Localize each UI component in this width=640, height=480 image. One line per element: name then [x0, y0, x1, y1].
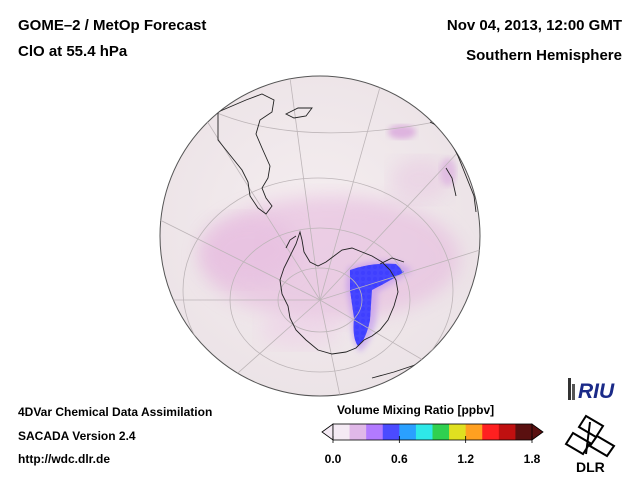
colorbar-tick-label: 1.2 — [457, 452, 474, 466]
colorbar-title: Volume Mixing Ratio [ppbv] — [337, 403, 495, 417]
colorbar-cell — [415, 424, 434, 440]
species-level: ClO at 55.4 hPa — [18, 43, 128, 60]
colorbar-tick-label: 0.0 — [324, 452, 342, 466]
colorbar-cell — [366, 424, 384, 440]
colorbar-cell — [333, 424, 351, 440]
hemisphere-label: Southern Hemisphere — [466, 47, 622, 64]
colorbar-tick-label: 0.6 — [390, 452, 408, 466]
dlr-logo-text: DLR — [576, 459, 605, 475]
method-label: 4DVar Chemical Data Assimilation — [18, 405, 213, 419]
colorbar — [321, 423, 544, 443]
website-link[interactable]: http://wdc.dlr.de — [18, 452, 110, 466]
svg-text:RIU: RIU — [578, 380, 615, 403]
clo-field — [200, 125, 460, 352]
graticule — [160, 77, 480, 396]
riu-logo: RIU — [568, 378, 615, 403]
colorbar-cell — [482, 424, 500, 440]
version-label: SACADA Version 2.4 — [18, 429, 136, 443]
colorbar-tick-label: 1.8 — [523, 452, 541, 466]
colorbar-cell — [498, 424, 517, 440]
product-title: GOME–2 / MetOp Forecast — [18, 17, 207, 34]
colorbar-cell — [515, 424, 533, 440]
colorbar-cell — [382, 424, 400, 440]
forecast-datetime: Nov 04, 2013, 12:00 GMT — [446, 17, 622, 34]
colorbar-cell — [465, 424, 483, 440]
colorbar-cell — [449, 424, 467, 440]
colorbar-cell — [432, 424, 450, 440]
colorbar-cell — [349, 424, 367, 440]
colorbar-cell — [399, 424, 417, 440]
dlr-logo — [564, 414, 616, 458]
